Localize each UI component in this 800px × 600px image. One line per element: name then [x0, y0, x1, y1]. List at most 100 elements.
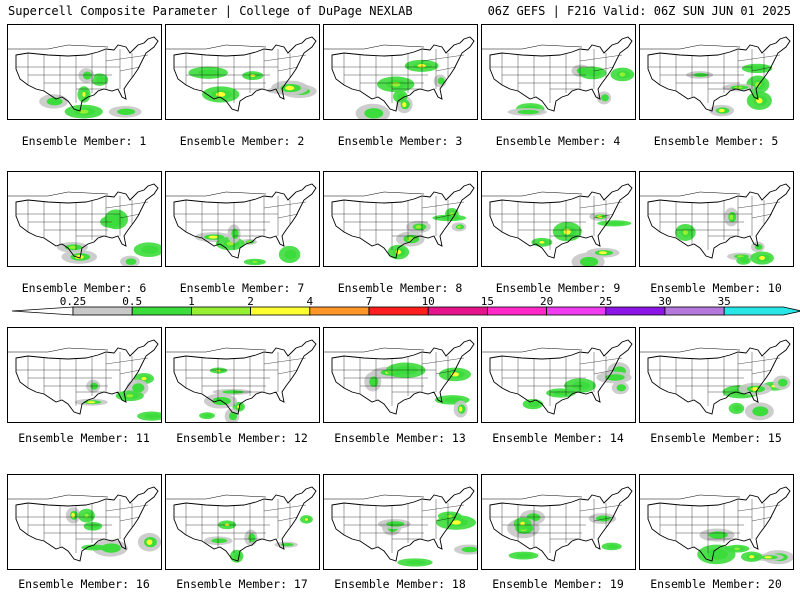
colorbar-tick-label: 7: [366, 295, 373, 308]
scp-contour: [607, 544, 619, 549]
ensemble-member-map: [165, 327, 320, 423]
country-border: [489, 36, 633, 112]
member-label: Ensemble Member: 9: [495, 281, 621, 295]
colorbar-tick-label: 0.5: [122, 295, 142, 308]
state-border: [593, 369, 615, 375]
ensemble-member-map: [323, 474, 478, 570]
colorbar-tick-label: 2: [247, 295, 254, 308]
scp-contour: [458, 406, 463, 412]
colorbar-tick-label: 15: [481, 295, 494, 308]
map-background: [640, 475, 793, 569]
scp-contour: [46, 97, 63, 106]
member-label: Ensemble Member: 4: [495, 134, 621, 148]
state-border: [263, 504, 307, 512]
scp-contour: [141, 245, 159, 254]
colorbar-segment: [664, 306, 725, 316]
canada-border: [166, 347, 267, 353]
scp-contour: [595, 515, 612, 522]
country-border: [489, 486, 633, 562]
color-scale-legend: 0.25 0.5 1 2 4 7 10 15 20 25 30 35: [11, 295, 800, 316]
scp-contour: [146, 539, 153, 545]
scp-contour: [397, 93, 406, 100]
canada-border: [482, 44, 583, 50]
state-border: [737, 504, 781, 512]
scp-contour: [585, 69, 602, 77]
map-background: [482, 475, 635, 569]
member-label: Ensemble Member: 17: [176, 577, 308, 591]
state-border: [277, 66, 299, 72]
canada-border: [166, 191, 267, 197]
colorbar-segment: [131, 306, 192, 316]
scp-contour: [517, 109, 540, 115]
canada-border: [8, 494, 109, 500]
country-border: [15, 183, 159, 259]
scp-contour: [461, 546, 477, 553]
scp-contour: [87, 545, 102, 550]
state-border: [579, 54, 623, 62]
state-border: [435, 213, 457, 219]
state-border: [421, 504, 465, 512]
colorbar-tick-label: 30: [658, 295, 671, 308]
scp-contour: [84, 513, 89, 518]
scp-contour: [78, 109, 89, 114]
ensemble-member-map: [481, 327, 636, 423]
canada-border: [166, 494, 267, 500]
scp-contour: [304, 518, 309, 521]
state-border: [435, 369, 457, 375]
state-border: [421, 201, 465, 209]
ensemble-member-map: [165, 474, 320, 570]
state-border: [737, 201, 781, 209]
state-border: [593, 66, 615, 72]
scp-contour: [74, 254, 84, 259]
member-label: Ensemble Member: 6: [21, 281, 147, 295]
scp-contour: [759, 256, 766, 260]
state-border: [119, 516, 141, 522]
country-border: [647, 183, 791, 259]
scp-contour: [520, 521, 525, 526]
run-info: 06Z GEFS | F216 Valid: 06Z SUN JUN 01 20…: [487, 4, 791, 18]
scp-contour: [764, 556, 772, 559]
scp-contour: [563, 228, 571, 235]
scp-contour: [126, 394, 134, 398]
scp-contour: [754, 81, 761, 88]
scp-contour: [364, 108, 384, 119]
scp-contour: [402, 101, 407, 108]
scp-contour: [71, 512, 75, 518]
scp-contour: [87, 401, 96, 404]
state-border: [751, 66, 773, 72]
ensemble-member-map: [7, 24, 162, 120]
canada-border: [482, 347, 583, 353]
map-background: [640, 328, 793, 422]
state-border: [263, 357, 307, 365]
map-background: [8, 475, 161, 569]
scp-contour: [228, 411, 238, 421]
state-border: [105, 54, 149, 62]
scp-contour: [132, 383, 145, 393]
ensemble-member-map: [7, 327, 162, 423]
ensemble-member-map: [7, 171, 162, 267]
colorbar-segment: [427, 306, 488, 316]
scp-contour: [777, 378, 788, 387]
map-background: [640, 172, 793, 266]
scp-contour: [141, 376, 147, 381]
state-border: [421, 357, 465, 365]
state-border: [593, 213, 615, 219]
colorbar-segment: [190, 306, 251, 316]
scp-contour: [386, 521, 405, 527]
colorbar-segment: [723, 306, 800, 316]
state-border: [263, 201, 307, 209]
state-border: [119, 369, 141, 375]
canada-border: [640, 191, 741, 197]
scp-contour: [729, 214, 734, 220]
ensemble-member-map: [639, 327, 794, 423]
colorbar-left-arrow: [11, 306, 74, 316]
scp-contour: [516, 553, 533, 558]
canada-border: [324, 494, 425, 500]
ensemble-member-map: [481, 24, 636, 120]
page-title: Supercell Composite Parameter | College …: [8, 4, 413, 18]
member-label: Ensemble Member: 5: [653, 134, 779, 148]
scp-contour: [211, 538, 228, 544]
scp-contour: [248, 533, 256, 543]
scp-contour: [117, 108, 136, 115]
map-background: [482, 25, 635, 119]
